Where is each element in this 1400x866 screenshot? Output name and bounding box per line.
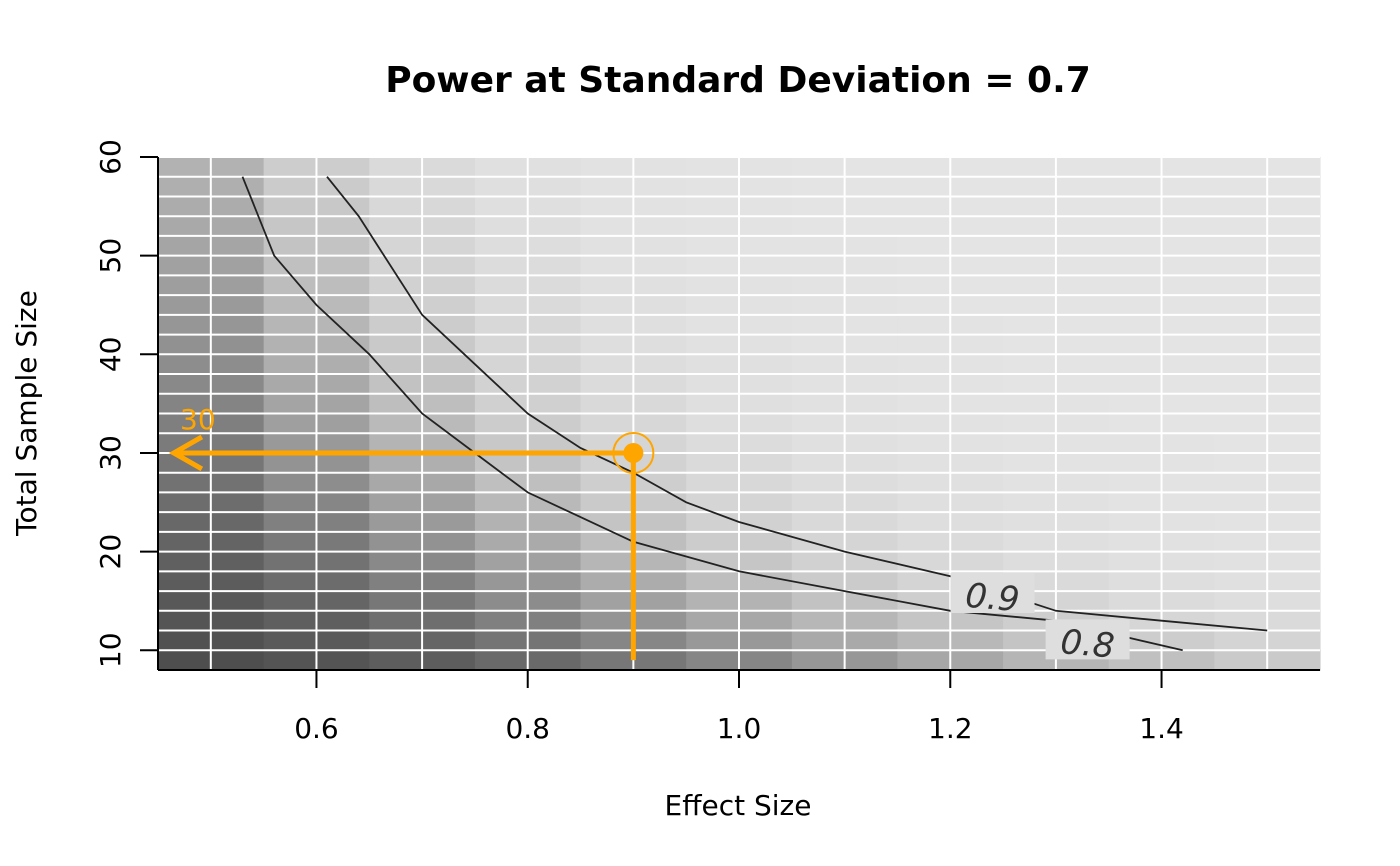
contour-line-0-9 xyxy=(326,176,1268,632)
highlight-ring xyxy=(612,431,655,474)
axes: 0.6 0.8 1.0 1.2 1.4 10 20 30 40 50 60 xyxy=(94,139,1320,745)
y-tick-label: 40 xyxy=(94,336,127,372)
y-tick-label: 20 xyxy=(94,534,127,570)
x-tick-label: 1.4 xyxy=(1139,712,1184,745)
contour-lines: 0.8 0.9 xyxy=(241,176,1268,667)
x-axis-label: Effect Size xyxy=(665,789,812,822)
chart-title: Power at Standard Deviation = 0.7 xyxy=(385,60,1091,101)
x-tick-label: 0.6 xyxy=(294,712,339,745)
x-tick-label: 0.8 xyxy=(505,712,550,745)
contour-label-gap xyxy=(1045,619,1130,660)
x-tick-label: 1.2 xyxy=(928,712,973,745)
y-tick-label: 60 xyxy=(94,139,127,175)
contour-line-0-8 xyxy=(241,176,1183,652)
contour-label-gap xyxy=(950,572,1035,613)
y-tick-label: 10 xyxy=(94,632,127,668)
arrow-head-icon xyxy=(168,434,204,472)
contour-label-0-9: 0.9 xyxy=(964,576,1021,621)
highlight-annotation: 30 xyxy=(168,403,655,661)
x-tick-label: 1.0 xyxy=(717,712,762,745)
highlight-value-label: 30 xyxy=(180,403,216,436)
y-tick-label: 30 xyxy=(94,435,127,471)
y-axis-label: Total Sample Size xyxy=(10,290,43,537)
highlight-point xyxy=(623,442,644,463)
contour-label-0-8: 0.8 xyxy=(1059,622,1116,667)
y-tick-label: 50 xyxy=(94,238,127,274)
